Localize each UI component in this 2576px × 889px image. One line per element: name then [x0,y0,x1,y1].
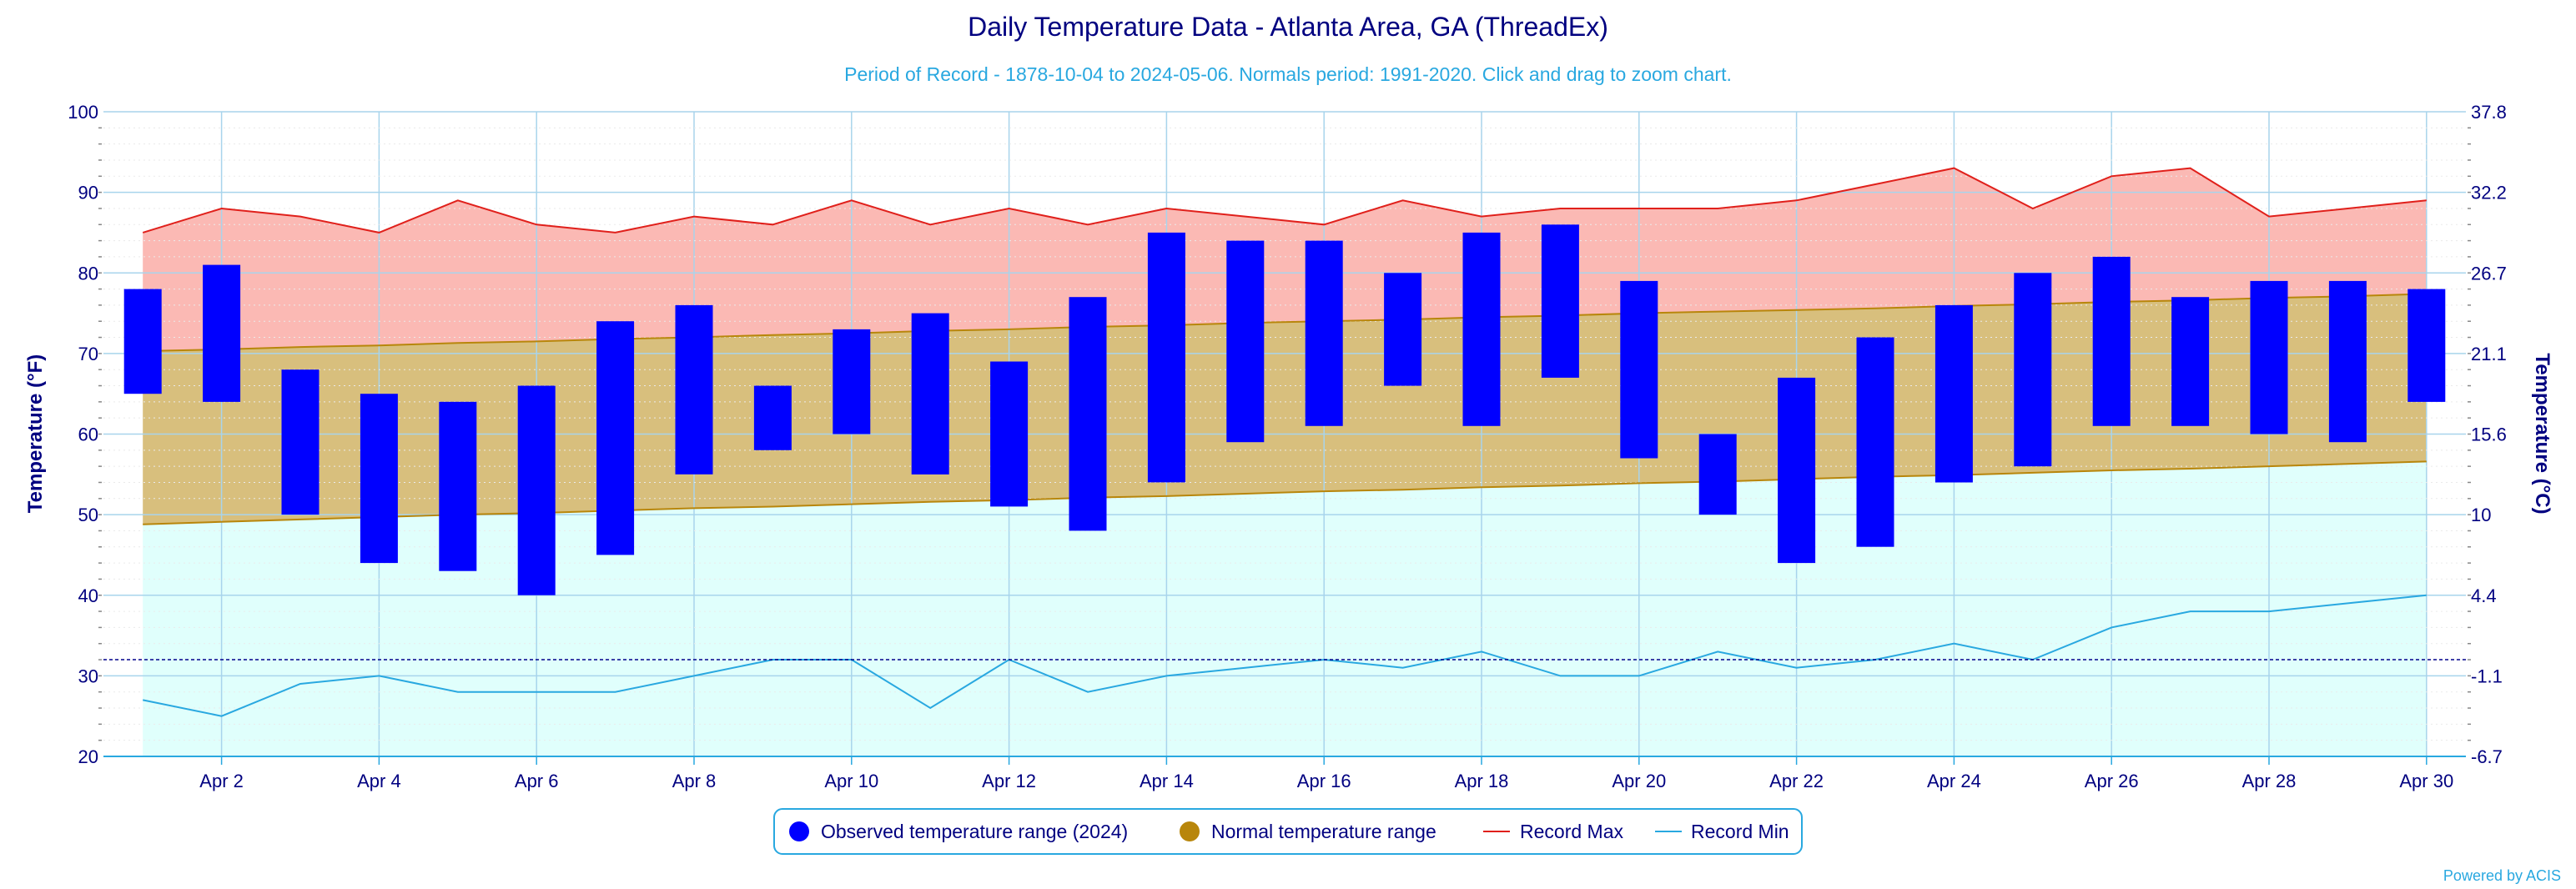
y-tick-label-right: 32.2 [2471,183,2507,203]
x-tick-label: Apr 6 [515,771,559,791]
observed-bar[interactable] [2171,297,2210,426]
x-tick-label: Apr 28 [2242,771,2297,791]
x-tick-label: Apr 10 [824,771,878,791]
y-tick-label-right: 21.1 [2471,344,2507,364]
record-min-line[interactable] [142,594,2427,717]
x-axis: Apr 2 Apr 4 Apr 6 Apr 8 Apr 10 Apr 12 Apr 14 Ap… [103,756,2466,791]
chart-subtitle: Period of Record - 1878-10-04 to 2024-05… [844,63,1732,85]
y-tick-label-right: 10 [2471,505,2491,525]
x-tick-label: Apr 30 [2399,771,2453,791]
observed-bar[interactable] [596,321,635,555]
observed-bar[interactable] [1541,224,1579,378]
observed-bar[interactable] [753,385,792,450]
observed-bar[interactable] [1305,240,1343,426]
legend-observed-symbol [789,821,809,841]
y-tick-label-left: 60 [78,424,98,445]
observed-bar[interactable] [517,385,556,595]
observed-bar[interactable] [1462,232,1501,426]
y-axis-title-right: Temperature (°C) [2531,353,2553,514]
record-max-line[interactable] [142,167,2427,234]
y-tick-label-right: -6.7 [2471,746,2503,767]
y-tick-label-left: 50 [78,505,98,525]
x-tick-label: Apr 16 [1297,771,1351,791]
observed-bar[interactable] [1147,232,1185,483]
observed-bar[interactable] [1698,434,1737,515]
observed-bar[interactable] [990,361,1029,507]
y-tick-label-right: 15.6 [2471,424,2507,445]
legend-normal-label[interactable]: Normal temperature range [1211,821,1436,842]
x-tick-label: Apr 18 [1455,771,1509,791]
observed-bar[interactable] [1778,377,1816,564]
x-tick-label: Apr 20 [1612,771,1666,791]
y-tick-label-left: 100 [68,102,98,123]
x-tick-label: Apr 26 [2085,771,2139,791]
y-tick-label-left: 20 [78,746,98,767]
y-axis-left: 20 30 40 50 60 70 80 90 100 [68,102,98,767]
y-tick-label-left: 70 [78,344,98,364]
legend-observed-label[interactable]: Observed temperature range (2024) [821,821,1128,842]
plot-area[interactable] [98,111,2471,757]
minor-tick-marks [98,127,2471,741]
credits-link[interactable]: Powered by ACIS [2443,867,2561,884]
observed-bar[interactable] [281,369,319,515]
x-tick-label: Apr 24 [1927,771,1981,791]
chart-title: Daily Temperature Data - Atlanta Area, G… [968,12,1608,42]
y-tick-label-right: 26.7 [2471,263,2507,284]
observed-bar[interactable] [1384,273,1422,386]
observed-bar[interactable] [203,264,241,402]
range-fills [143,168,2427,756]
y-tick-label-left: 90 [78,183,98,203]
observed-bar[interactable] [2014,273,2052,467]
y-tick-label-right: 4.4 [2471,585,2497,606]
y-tick-label-left: 40 [78,585,98,606]
x-tick-label: Apr 14 [1140,771,1194,791]
observed-bar[interactable] [2407,289,2446,402]
x-tick-label: Apr 8 [672,771,717,791]
legend: Observed temperature range (2024) Normal… [773,808,1803,855]
observed-bar[interactable] [675,304,713,475]
observed-bar[interactable] [833,329,871,434]
y-tick-label-left: 30 [78,665,98,686]
observed-bar[interactable] [1856,337,1894,547]
x-tick-label: Apr 4 [357,771,401,791]
observed-bar[interactable] [2092,256,2131,426]
x-tick-label: Apr 2 [199,771,244,791]
observed-bar[interactable] [360,394,398,564]
observed-bar[interactable] [123,289,162,394]
observed-bars [123,224,2446,595]
y-axis-right: -6.7 -1.1 4.4 10 15.6 21.1 26.7 32.2 37.8 [2471,102,2507,767]
observed-bar[interactable] [2328,280,2367,443]
x-tick-label: Apr 22 [1769,771,1824,791]
observed-bar[interactable] [911,313,949,475]
legend-record-max-label[interactable]: Record Max [1520,821,1623,842]
y-tick-label-left: 80 [78,263,98,284]
below-normal-fill [143,461,2427,716]
legend-record-min-label[interactable]: Record Min [1691,821,1789,842]
observed-bar[interactable] [2250,280,2288,434]
y-tick-label-right: -1.1 [2471,665,2503,686]
observed-bar[interactable] [1226,240,1265,443]
x-tick-label: Apr 12 [982,771,1036,791]
y-axis-title-left: Temperature (°F) [24,354,47,514]
observed-bar[interactable] [1069,297,1107,531]
y-tick-label-right: 37.8 [2471,102,2507,123]
legend-normal-symbol [1180,821,1200,841]
observed-bar[interactable] [1935,304,1973,483]
legend-box [773,808,1803,855]
observed-bar[interactable] [439,401,477,571]
observed-bar[interactable] [1620,280,1658,459]
